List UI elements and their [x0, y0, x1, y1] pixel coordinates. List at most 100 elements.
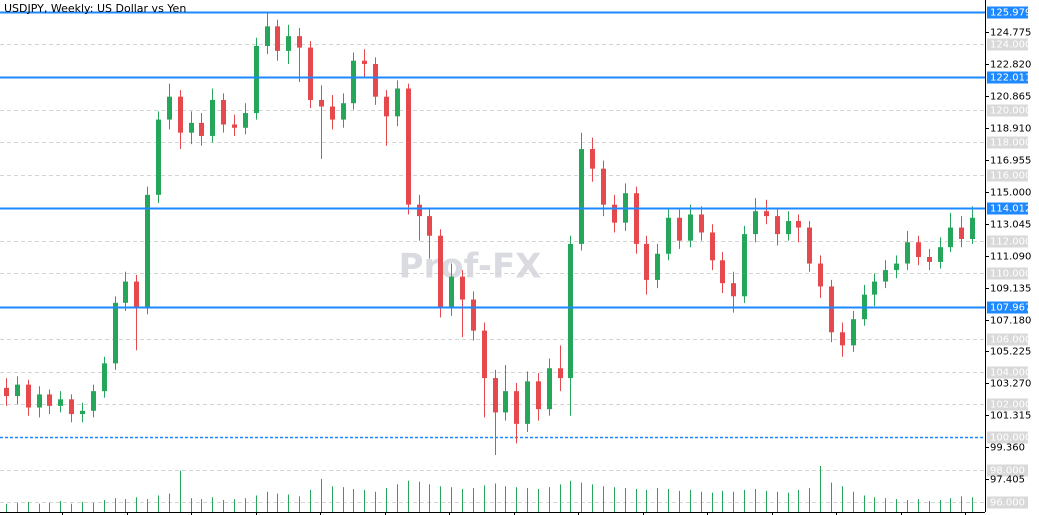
volume-bar — [853, 491, 854, 512]
y-tick-label: 107.180 — [990, 316, 1031, 327]
volume-bar — [549, 487, 550, 512]
volume-bar — [288, 494, 289, 512]
y-tick-label: 116.955 — [990, 156, 1031, 167]
volume-bar — [299, 496, 300, 512]
candle-body — [341, 103, 346, 120]
candle-body — [449, 276, 454, 308]
volume-bar — [820, 466, 821, 512]
volume-bar — [397, 484, 398, 512]
candle-body — [840, 332, 845, 346]
grid-label-box — [987, 267, 1028, 280]
grid-label-box — [987, 235, 1028, 248]
volume-bar — [169, 493, 170, 512]
candle-body — [601, 168, 606, 205]
candle-body — [677, 217, 682, 241]
candle-body — [167, 96, 172, 120]
y-tick-label: 105.225 — [990, 347, 1031, 358]
volume-bar — [961, 496, 962, 512]
volume-bar — [690, 489, 691, 512]
candle-body — [916, 242, 921, 258]
volume-bar — [93, 502, 94, 512]
volume-bar — [744, 489, 745, 512]
grid-label: 120.000 — [990, 106, 1031, 117]
volume-bar — [473, 488, 474, 512]
candle-body — [243, 113, 248, 128]
candle-body — [438, 235, 443, 308]
volume-bar — [451, 487, 452, 512]
volume-bar — [408, 480, 409, 512]
level-label-box — [987, 6, 1028, 19]
volume-bar — [332, 486, 333, 512]
grid-label-box — [987, 464, 1028, 477]
volume-bar — [668, 489, 669, 512]
grid-label-box — [987, 398, 1028, 411]
candle-body — [970, 217, 975, 240]
volume-bar — [733, 491, 734, 512]
volume-bar — [788, 492, 789, 512]
volume-bar — [950, 498, 951, 512]
level-label: 114.012 — [990, 204, 1031, 215]
candle-body — [123, 281, 128, 303]
grid-label: 96.000 — [990, 498, 1025, 509]
candle-body — [851, 319, 856, 346]
volume-bar — [831, 482, 832, 512]
grid-label-box — [987, 104, 1028, 117]
level-label-box — [987, 301, 1028, 314]
volume-bar — [798, 489, 799, 512]
candle-body — [102, 363, 107, 392]
candle-body — [764, 211, 769, 217]
grid-label: 118.000 — [990, 138, 1031, 149]
volume-bar — [907, 500, 908, 512]
volume-bar — [223, 500, 224, 512]
candle-body — [655, 253, 660, 280]
volume-bar — [353, 489, 354, 512]
candle-body — [297, 36, 302, 48]
grid-label: 116.000 — [990, 171, 1031, 182]
volume-bar — [484, 485, 485, 512]
volume-bar — [82, 501, 83, 512]
candle-body — [634, 193, 639, 244]
volume-bar — [885, 498, 886, 512]
candle-body — [720, 260, 725, 284]
candle-body — [753, 211, 758, 235]
candle-body — [514, 391, 519, 424]
volume-bar — [6, 503, 7, 512]
volume-bar — [701, 491, 702, 512]
volume-bar — [581, 482, 582, 512]
grid-label-box — [987, 496, 1028, 509]
candle-body — [927, 257, 932, 262]
volume-bar — [104, 500, 105, 512]
candle-body — [699, 214, 704, 233]
volume-bar — [136, 497, 137, 512]
candle-body — [905, 242, 910, 264]
level-label: 125.979 — [990, 8, 1031, 19]
grid-label: 110.000 — [990, 269, 1031, 280]
candle-body — [688, 214, 693, 241]
candle-body — [482, 330, 487, 379]
volume-bar — [158, 495, 159, 512]
volume-bar — [60, 500, 61, 512]
candle-body — [319, 99, 324, 107]
candle-body — [959, 227, 964, 240]
volume-bar — [343, 487, 344, 512]
candle-body — [525, 381, 530, 424]
candle-body — [460, 276, 465, 300]
candle-body — [547, 368, 552, 410]
grid-label-box — [987, 169, 1028, 182]
volume-bar — [636, 489, 637, 512]
candle-body — [69, 399, 74, 415]
candle-body — [807, 227, 812, 264]
volume-bar — [310, 489, 311, 512]
candle-body — [493, 378, 498, 413]
volume-bar — [39, 503, 40, 512]
candle-body — [47, 394, 52, 406]
volume-bar — [364, 489, 365, 512]
candle-body — [26, 384, 31, 408]
volume-bar — [28, 501, 29, 512]
candle-body — [384, 96, 389, 117]
volume-bar — [527, 488, 528, 512]
y-tick-label: 124.775 — [990, 28, 1031, 39]
volume-bar — [234, 499, 235, 512]
volume-bar — [277, 493, 278, 512]
